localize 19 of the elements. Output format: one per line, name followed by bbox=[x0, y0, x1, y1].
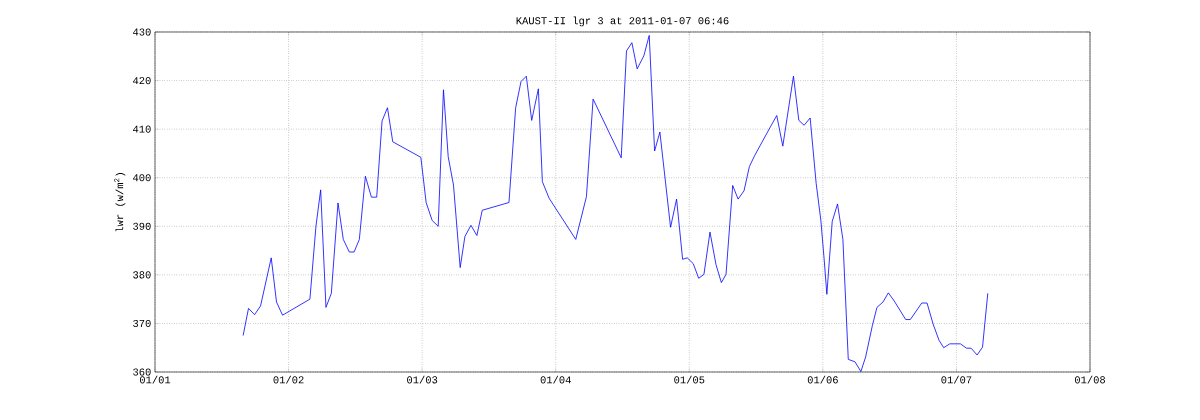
line-series bbox=[242, 35, 989, 372]
x-tick-label: 01/04 bbox=[540, 375, 571, 384]
x-tick-label: 01/07 bbox=[941, 375, 972, 384]
y-tick-label: 410 bbox=[133, 125, 151, 133]
x-tick-label: 01/08 bbox=[1074, 375, 1105, 384]
x-tick-label: 01/03 bbox=[407, 375, 438, 384]
y-tick-label: 400 bbox=[133, 174, 151, 182]
y-tick-label: 370 bbox=[133, 319, 151, 327]
x-tick-label: 01/05 bbox=[674, 375, 705, 384]
x-tick-label: 01/06 bbox=[807, 375, 838, 384]
y-tick-label: 430 bbox=[133, 28, 151, 36]
y-tick-label: 360 bbox=[133, 368, 151, 376]
y-tick-label: 390 bbox=[133, 222, 151, 230]
x-tick-label: 01/01 bbox=[139, 375, 171, 384]
y-tick-label: 420 bbox=[133, 77, 151, 85]
x-tick-label: 01/02 bbox=[273, 375, 304, 384]
chart-title: KAUST-II lgr 3 at 2011-01-07 06:46 bbox=[516, 16, 729, 27]
y-tick-label: 380 bbox=[133, 271, 151, 279]
y-axis-title: lwr (w/m$^{2}$) bbox=[114, 173, 126, 232]
